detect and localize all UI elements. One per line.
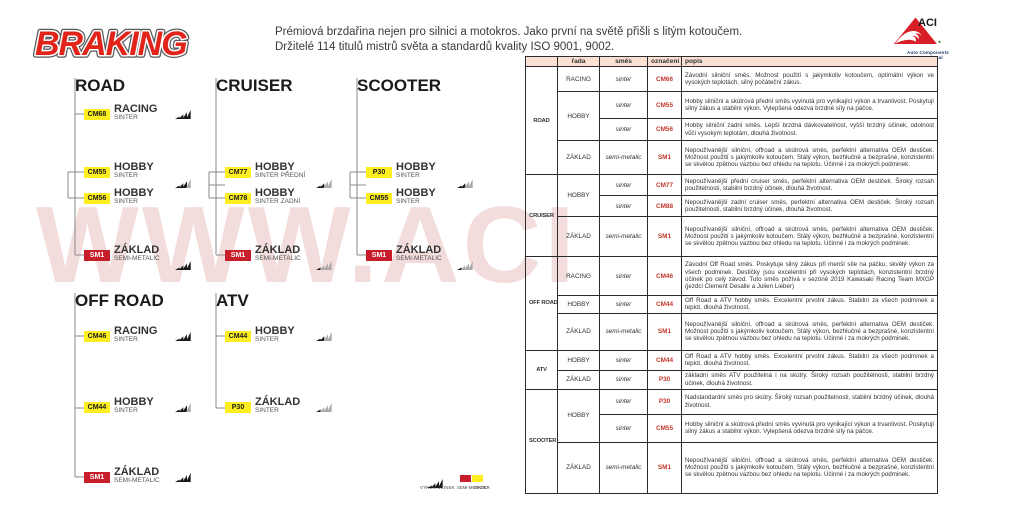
svg-text:ACI: ACI xyxy=(918,17,937,29)
